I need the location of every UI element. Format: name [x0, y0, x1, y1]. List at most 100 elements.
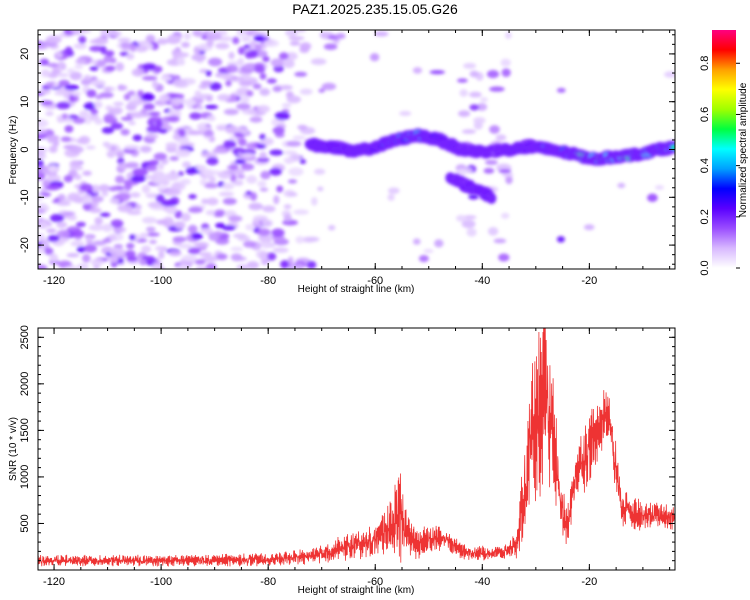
noise-blob [100, 45, 107, 55]
y-tick-label: -10 [19, 189, 31, 205]
noise-blob [47, 234, 60, 242]
noise-blob [69, 145, 84, 154]
noise-blob [120, 46, 133, 51]
noise-blob [168, 250, 182, 257]
noise-blob [225, 80, 232, 87]
noise-blob [200, 151, 214, 158]
noise-blob [212, 148, 227, 154]
noise-blob [168, 109, 176, 118]
noise-blob [82, 170, 92, 176]
noise-blob [493, 238, 507, 244]
noise-blob [505, 175, 513, 185]
noise-blob [462, 215, 477, 220]
noise-blob [67, 215, 78, 221]
noise-blob [89, 207, 102, 213]
noise-blob [38, 118, 49, 128]
noise-blob [289, 40, 301, 46]
noise-blob [260, 170, 271, 180]
noise-blob [262, 205, 276, 213]
noise-blob [202, 168, 214, 178]
noise-blob [461, 129, 476, 134]
noise-blob [232, 36, 240, 45]
noise-blob [328, 225, 336, 231]
noise-blob [257, 105, 270, 113]
noise-blob [198, 84, 209, 90]
noise-blob [45, 185, 60, 191]
noise-blob [62, 211, 74, 217]
noise-blob [86, 240, 94, 245]
noise-blob [172, 236, 187, 243]
noise-blob [155, 119, 163, 128]
noise-blob [56, 201, 71, 206]
noise-blob [46, 228, 57, 234]
snr-y-axis-title: SNR (10 * v/v) [8, 417, 19, 481]
noise-blob [246, 175, 258, 184]
noise-blob [230, 253, 243, 262]
noise-blob [169, 97, 186, 104]
noise-blob [161, 179, 170, 186]
noise-blob [193, 241, 210, 248]
noise-blob [141, 255, 155, 261]
noise-blob [228, 215, 243, 222]
noise-blob [106, 150, 116, 158]
noise-blob [262, 56, 270, 63]
noise-blob [189, 112, 202, 120]
noise-blob [259, 187, 269, 192]
noise-blob [126, 256, 138, 262]
spectrogram-x-axis-title: Height of straight line (km) [298, 284, 415, 295]
noise-blob [228, 94, 237, 103]
noise-blob [38, 133, 47, 140]
noise-blob [57, 193, 66, 201]
noise-blob [153, 152, 167, 161]
noise-blob [299, 159, 307, 165]
noise-blob [287, 192, 298, 197]
noise-blob [498, 253, 510, 262]
noise-blob [271, 228, 285, 238]
noise-blob [86, 89, 97, 98]
noise-blob [65, 265, 80, 269]
noise-blob [89, 66, 99, 71]
noise-blob [236, 264, 250, 269]
noise-blob [126, 53, 135, 60]
noise-blob [166, 188, 182, 196]
noise-blob [152, 80, 159, 89]
x-tick-label: -40 [474, 576, 490, 588]
noise-blob [323, 43, 338, 50]
noise-blob [115, 192, 131, 201]
noise-blob [272, 86, 283, 92]
noise-blob [46, 35, 62, 44]
noise-blob [38, 246, 46, 255]
noise-blob [216, 126, 227, 131]
noise-blob [473, 117, 486, 124]
noise-blob [160, 75, 173, 82]
noise-blob [262, 219, 273, 227]
noise-blob [105, 50, 115, 57]
noise-blob [205, 70, 212, 77]
noise-blob [131, 68, 144, 77]
noise-blob [90, 258, 105, 266]
noise-blob [196, 106, 204, 111]
y-tick-label: 2000 [19, 372, 31, 396]
noise-blob [283, 204, 292, 210]
noise-blob [117, 37, 131, 43]
noise-blob [278, 52, 289, 60]
noise-blob [177, 128, 186, 138]
noise-blob [142, 92, 154, 101]
noise-blob [66, 68, 75, 74]
noise-blob [38, 151, 45, 156]
noise-blob [67, 192, 81, 202]
noise-blob [178, 243, 193, 249]
noise-blob [110, 122, 124, 130]
noise-blob [75, 58, 87, 65]
noise-blob [174, 221, 186, 230]
noise-blob [158, 94, 171, 103]
noise-blob [45, 81, 56, 88]
noise-blob [75, 221, 86, 227]
noise-blob [175, 148, 191, 158]
noise-blob [295, 236, 305, 244]
noise-blob [204, 104, 219, 110]
noise-blob [241, 35, 252, 42]
noise-blob [501, 172, 514, 177]
snr-x-axis-title: Height of straight line (km) [298, 585, 415, 596]
